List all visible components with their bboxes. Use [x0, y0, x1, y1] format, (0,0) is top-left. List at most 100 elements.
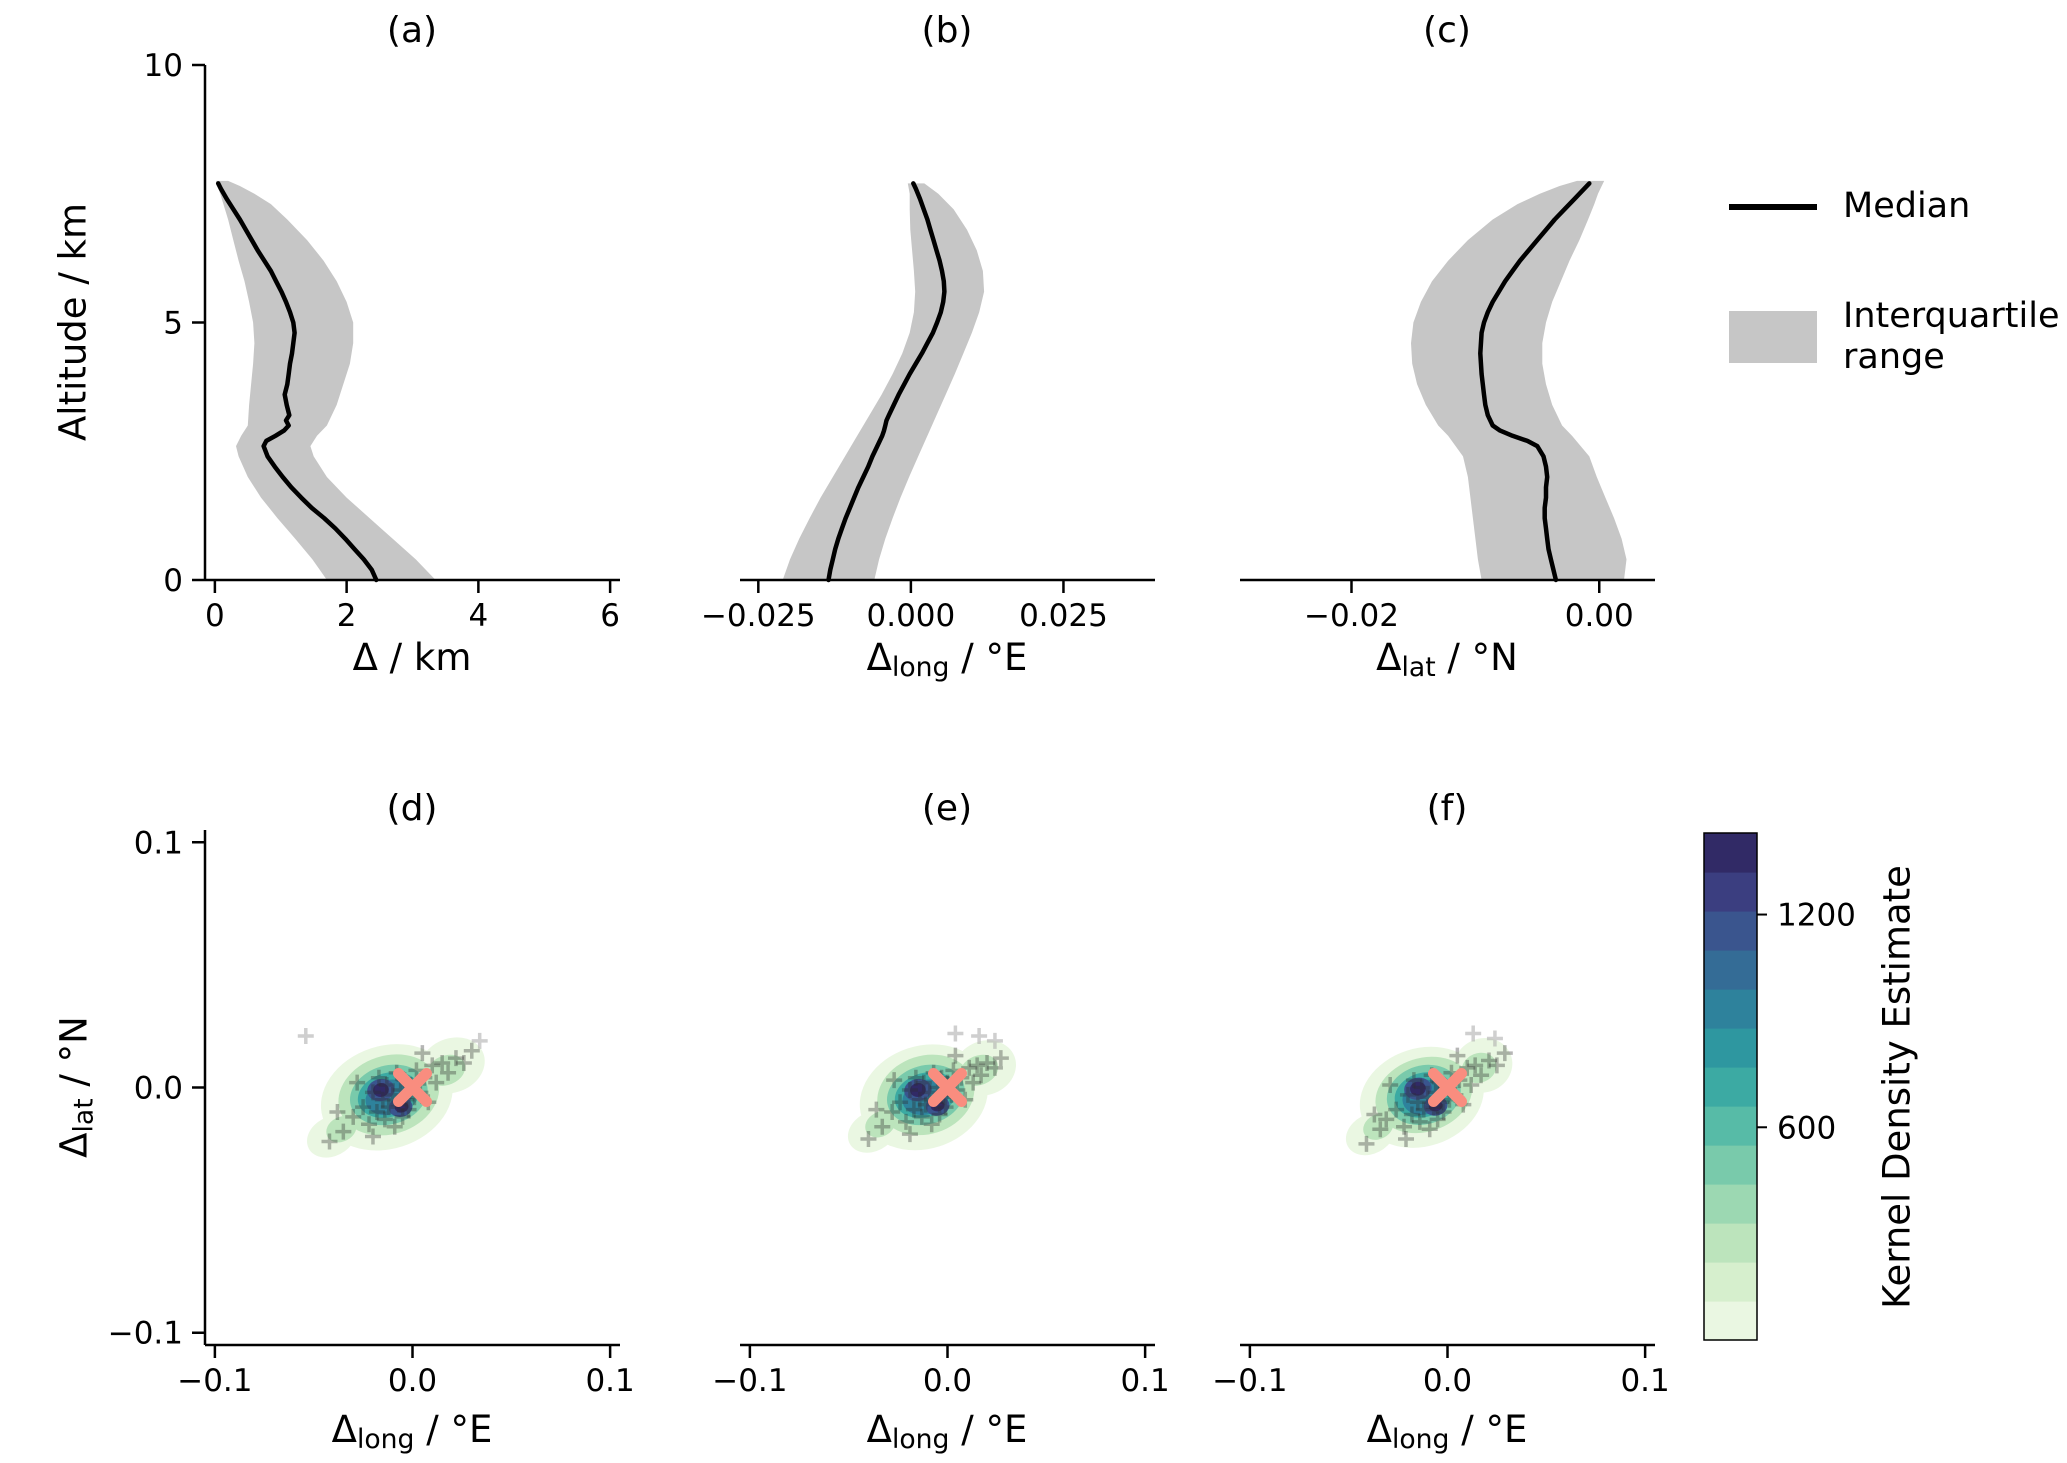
legend-median-label: Median [1843, 186, 1971, 226]
iqr-band [782, 183, 985, 580]
scatter-plus-marker [370, 1069, 387, 1086]
scatter-plus-marker [1399, 1086, 1416, 1103]
scatter-plus-marker [937, 1099, 954, 1116]
scatter-plus-marker [428, 1074, 445, 1091]
scatter-plus-marker [361, 1116, 378, 1133]
scatter-plus-marker [1463, 1077, 1480, 1094]
svg-text:−0.025: −0.025 [701, 598, 816, 634]
iqr-band [1411, 180, 1627, 580]
scatter-plus-marker [971, 1028, 988, 1044]
scatter-plus-marker [1382, 1077, 1399, 1094]
panel-c-plot: −0.02 0.00 [1240, 180, 1655, 634]
svg-text:6: 6 [600, 598, 620, 634]
scatter-plus-marker [434, 1054, 451, 1071]
panel-e-x-label: Δlong / °E [866, 1408, 1028, 1455]
scatter-plus-marker [1435, 1104, 1452, 1121]
panel-f-plot: −0.1 0.0 0.1 [1212, 1025, 1670, 1399]
iqr-band-swatch [1729, 311, 1817, 364]
svg-text:0.0: 0.0 [134, 1071, 183, 1107]
kde-contour [426, 1054, 466, 1086]
scatter-plus-marker [364, 1128, 381, 1145]
scatter-plus-marker [471, 1032, 488, 1049]
colorbar-segment [1704, 1067, 1757, 1107]
scatter-plus-marker [986, 1032, 1003, 1049]
kde-contour [1410, 1081, 1426, 1096]
scatter-plus-marker [898, 1113, 914, 1130]
scatter-plus-marker [455, 1054, 472, 1071]
svg-text:1200: 1200 [1777, 898, 1856, 934]
svg-text:0.000: 0.000 [867, 598, 956, 634]
scatter-plus-marker [440, 1064, 457, 1081]
scatter-plus-marker [1486, 1030, 1503, 1047]
colorbar-segment [1704, 1262, 1757, 1302]
scatter-plus-marker [907, 1069, 924, 1086]
scatter-plus-marker [1366, 1106, 1383, 1123]
svg-text:5: 5 [163, 306, 183, 342]
scatter-plus-marker [1488, 1057, 1505, 1074]
scatter-plus-marker [992, 1050, 1009, 1067]
scatter-plus-marker [860, 1131, 877, 1147]
svg-text:0.1: 0.1 [134, 825, 183, 861]
panel-c-title: (c) [1423, 10, 1471, 51]
scatter-plus-marker [1411, 1113, 1428, 1130]
scatter-plus-marker [874, 1118, 891, 1135]
kde-contour [1363, 1113, 1394, 1140]
scatter-plus-marker [901, 1126, 918, 1143]
scatter-plus-marker [1473, 1067, 1490, 1084]
colorbar-segment [1704, 989, 1757, 1029]
scatter-plus-marker [1388, 1101, 1405, 1118]
scatter-plus-marker [1413, 1079, 1430, 1096]
scatter-plus-marker [424, 1057, 441, 1074]
panel-c-x-label: Δlat / °N [1376, 636, 1518, 683]
panel-f-x-label: Δlong / °E [1366, 1408, 1528, 1455]
panel-d-plot: −0.1 0.0 0.1 −0.1 0.0 0.1 [108, 825, 635, 1399]
scatter-plus-marker [414, 1045, 431, 1062]
scatter-plus-marker [886, 1072, 903, 1089]
scatter-plus-marker [329, 1104, 346, 1121]
colorbar-segment [1704, 833, 1757, 873]
bottom-y-axis-label: Δlat / °N [52, 1016, 100, 1158]
scatter-plus-marker [463, 1042, 480, 1059]
scatter-plus-marker [1459, 1059, 1476, 1076]
colorbar-segment [1704, 872, 1757, 912]
panel-e-plot: −0.1 0.0 0.1 [712, 1025, 1170, 1399]
scatter-plus-marker [1496, 1045, 1513, 1062]
panel-b-title: (b) [921, 10, 973, 51]
svg-text:0: 0 [163, 563, 183, 599]
scatter-plus-marker [1398, 1131, 1414, 1147]
scatter-plus-marker [1405, 1072, 1422, 1089]
scatter-plus-marker [380, 1099, 397, 1116]
panel-f-title: (f) [1426, 788, 1468, 829]
scatter-plus-marker [973, 1067, 990, 1084]
legend-item-median: Median [1729, 186, 1970, 227]
median-line [215, 181, 379, 583]
scatter-plus-marker [1403, 1106, 1420, 1123]
panel-d-x-label: Δlong / °E [331, 1408, 493, 1455]
kde-contour [959, 1054, 999, 1086]
scatter-plus-marker [1396, 1118, 1413, 1135]
svg-text:4: 4 [469, 598, 489, 634]
scatter-plus-marker [394, 1108, 411, 1125]
scatter-plus-marker [368, 1104, 385, 1121]
scatter-plus-marker [884, 1104, 901, 1121]
iqr-band [216, 180, 436, 580]
scatter-plus-marker [913, 1108, 930, 1125]
svg-text:600: 600 [1777, 1110, 1836, 1146]
scatter-plus-marker [923, 1116, 940, 1133]
scatter-plus-marker [868, 1101, 885, 1118]
scatter-plus-marker [1449, 1047, 1466, 1064]
legend-item-iqr: Interquartile range [1729, 296, 2067, 379]
panel-b-plot: −0.025 0.000 0.025 [701, 181, 1155, 634]
origin-x-marker [1428, 1068, 1467, 1107]
scatter-plus-marker [1465, 1025, 1482, 1042]
scatter-plus-marker [345, 1108, 362, 1125]
svg-text:10: 10 [144, 48, 183, 84]
kde-contour [910, 1083, 926, 1097]
colorbar-segment [1704, 1145, 1757, 1185]
svg-text:0.0: 0.0 [1423, 1363, 1472, 1399]
colorbar-segment [1704, 950, 1757, 990]
scatter-plus-marker [364, 1084, 381, 1101]
scatter-plus-marker [374, 1091, 391, 1108]
kde-contour [373, 1083, 389, 1097]
